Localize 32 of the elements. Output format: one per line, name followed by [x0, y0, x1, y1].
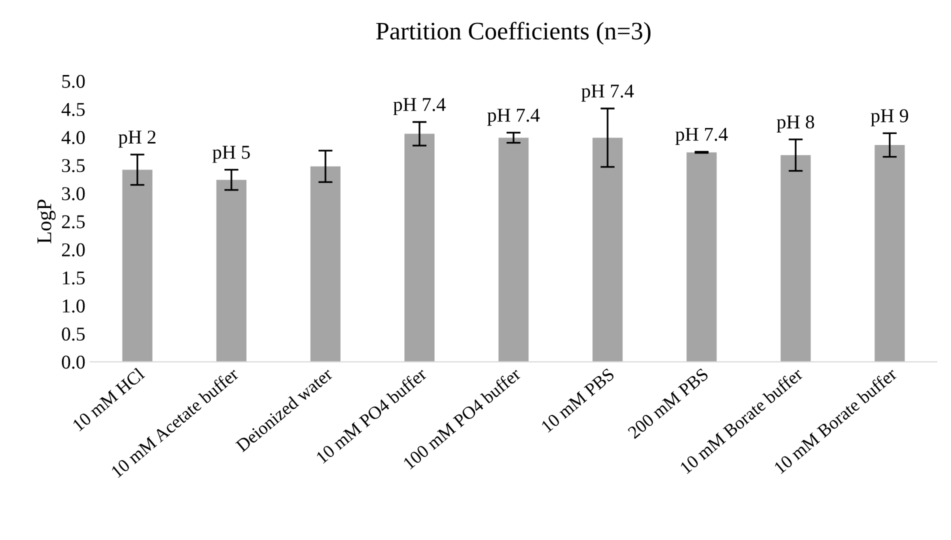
bar	[686, 152, 717, 362]
annotation: pH 7.4	[675, 128, 728, 145]
annotation: pH 5	[212, 146, 250, 163]
y-axis-title: LogP	[37, 200, 56, 244]
annotation: pH 2	[118, 130, 156, 148]
annotation: pH 7.4	[393, 98, 446, 116]
y-tick-label: 2.0	[62, 243, 85, 257]
bar	[498, 138, 529, 362]
bar	[592, 138, 623, 362]
y-tick-label: 0.5	[62, 328, 85, 341]
bar	[122, 170, 152, 362]
y-tick-label: 3.0	[62, 187, 85, 200]
annotation: pH 9	[870, 109, 908, 126]
chart-title: Partition Coefficients (n=3)	[376, 22, 650, 45]
bar	[874, 145, 905, 362]
bar	[780, 155, 811, 362]
bar	[310, 166, 340, 362]
y-tick-label: 4.5	[62, 103, 85, 116]
y-tick-label: 1.0	[62, 299, 85, 313]
x-tick-label: 10 mM PBS	[540, 368, 615, 433]
y-tick-label: 0.0	[62, 356, 85, 369]
y-tick-label: 5.0	[62, 74, 85, 88]
bar	[404, 134, 435, 362]
x-tick-label: 200 mM PBS	[627, 368, 709, 440]
annotation: pH 8	[776, 115, 814, 132]
y-tick-label: 4.0	[62, 130, 85, 144]
y-tick-label: 2.5	[62, 215, 85, 228]
annotation: pH 7.4	[581, 84, 634, 102]
y-tick-label: 1.5	[62, 271, 85, 285]
annotation: pH 7.4	[487, 108, 540, 126]
y-tick-label: 3.5	[62, 159, 85, 172]
bar	[216, 180, 246, 362]
